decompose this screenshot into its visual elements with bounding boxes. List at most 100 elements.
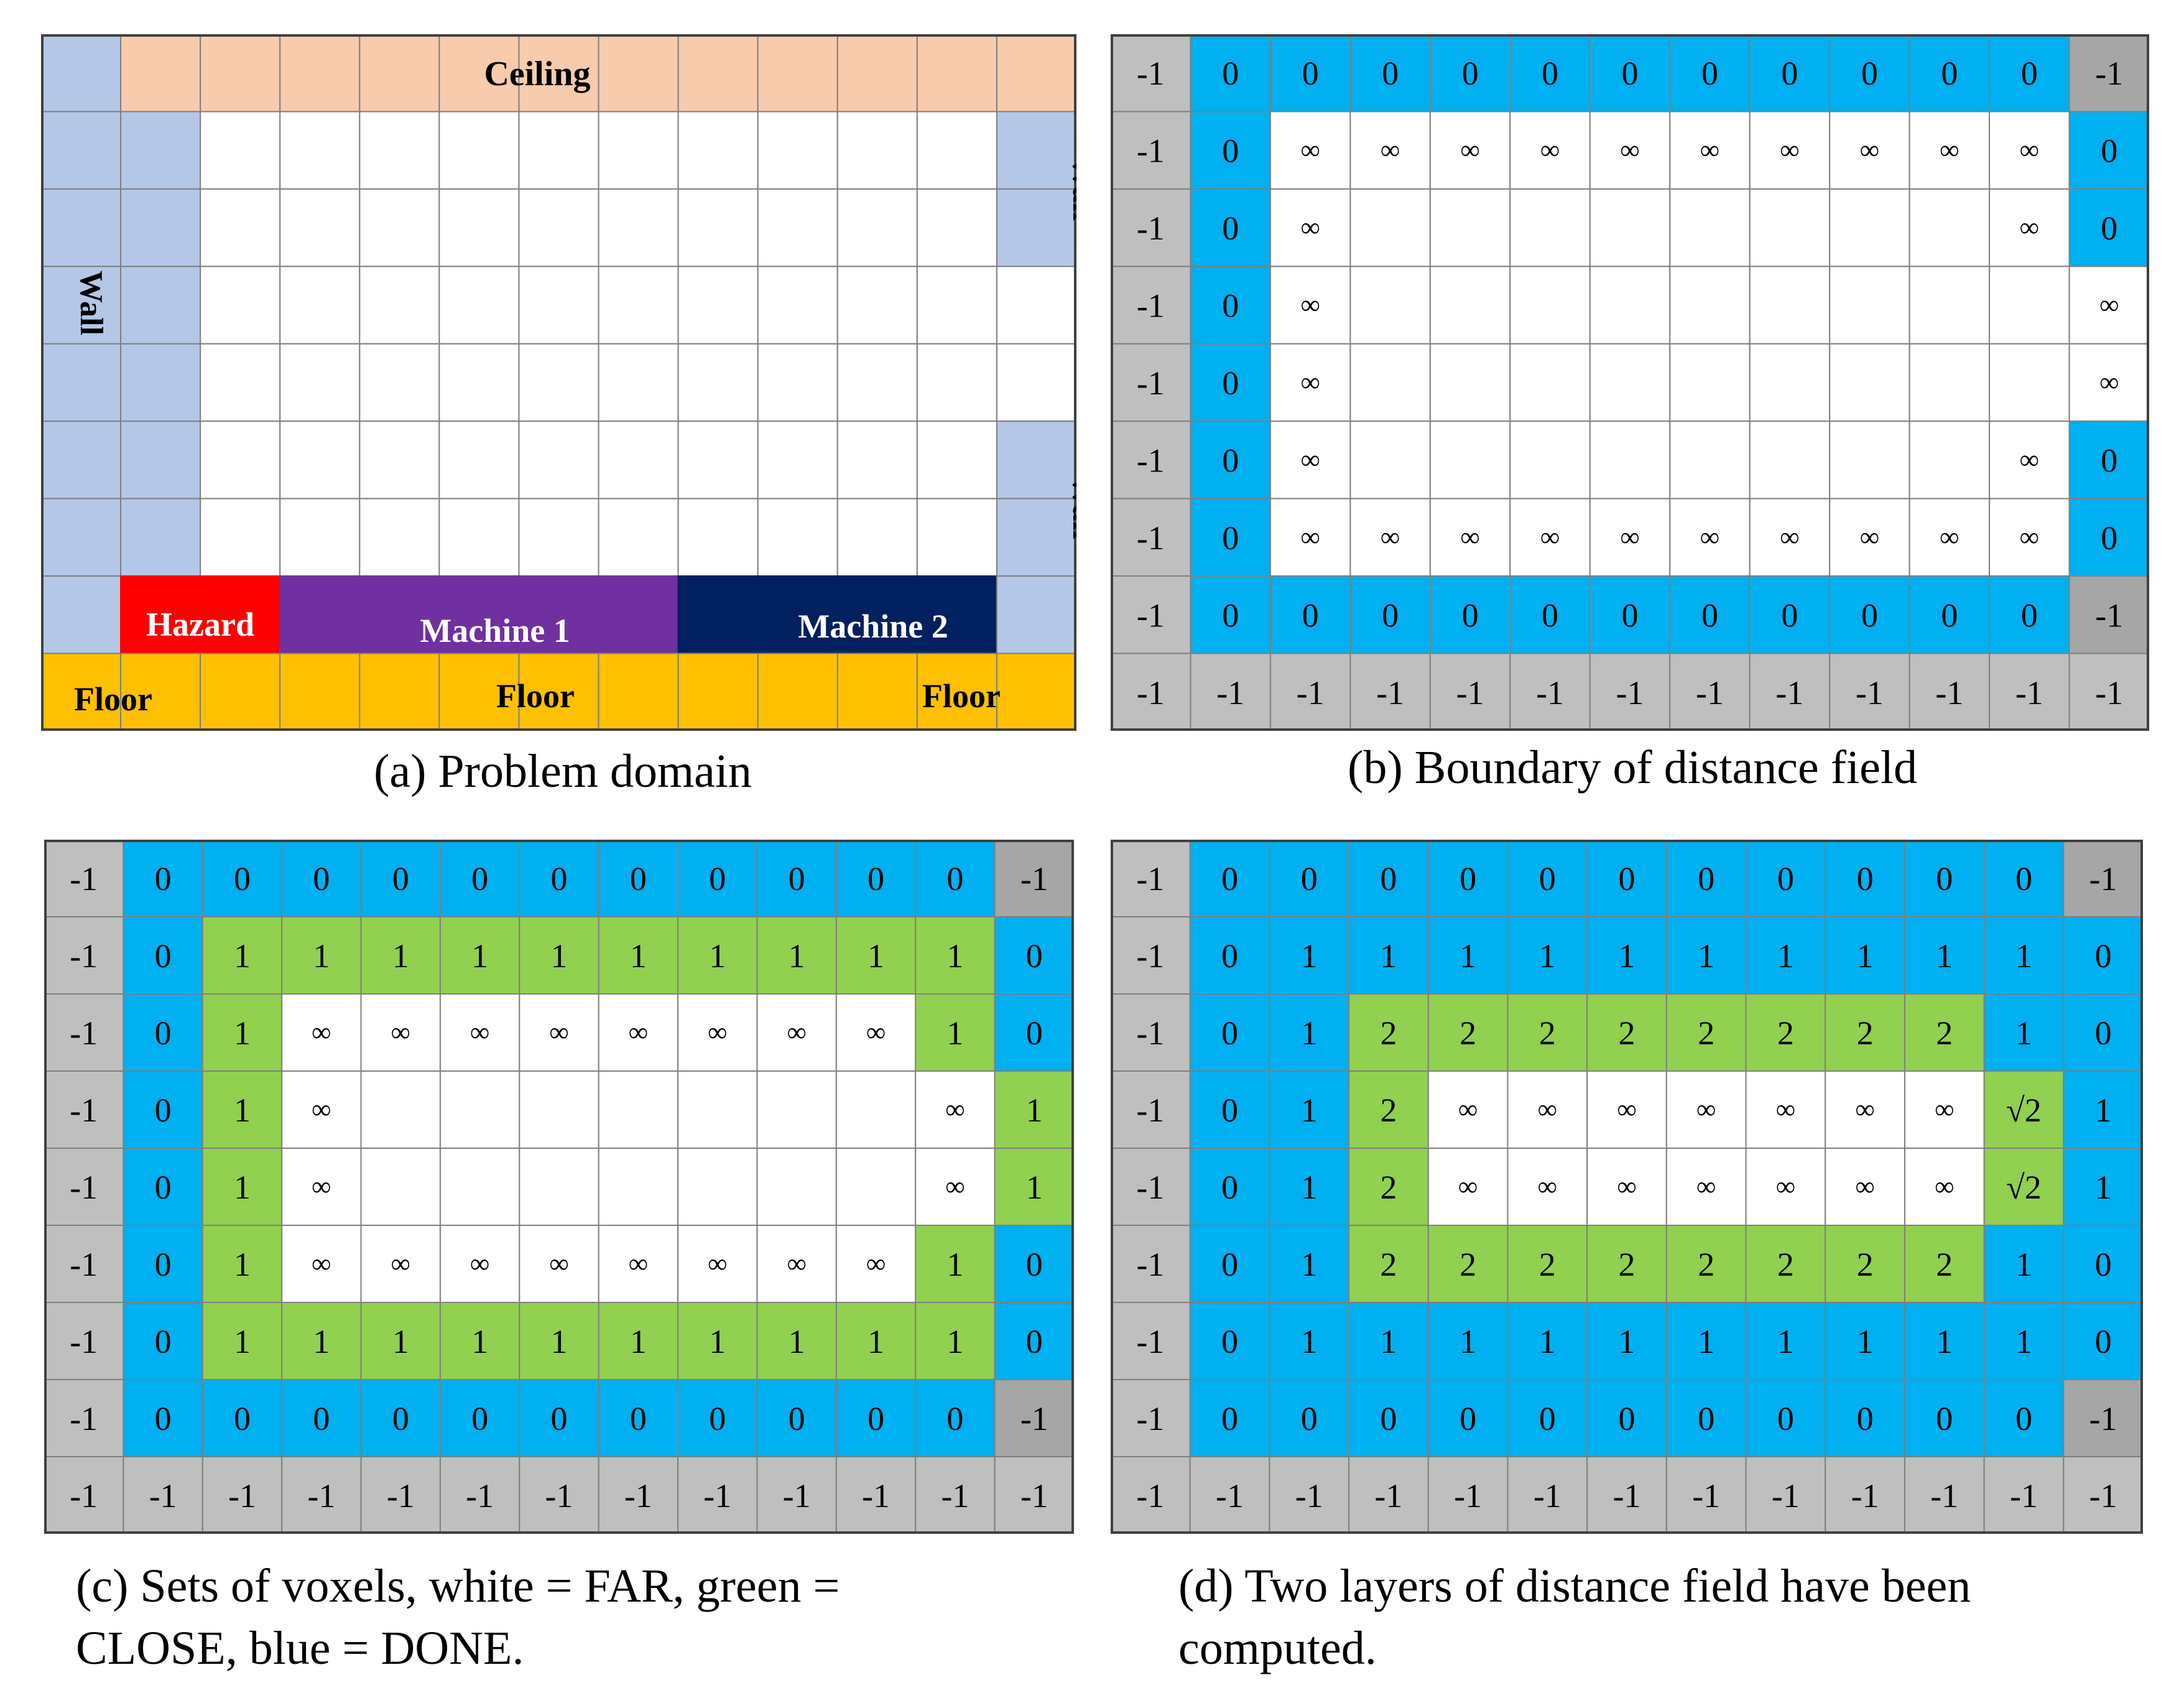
voxel-cell xyxy=(1111,420,1191,499)
domain-cell xyxy=(677,575,759,654)
voxel-value: 0 xyxy=(155,1400,172,1437)
voxel-cell xyxy=(1507,1148,1588,1226)
voxel-cell xyxy=(1825,840,1905,917)
voxel-cell xyxy=(598,916,679,995)
voxel-cell xyxy=(677,1225,758,1303)
voxel-cell xyxy=(1909,498,1991,577)
voxel-cell xyxy=(1586,1225,1667,1303)
voxel-value: -1 xyxy=(228,1477,256,1515)
voxel-value: 1 xyxy=(1301,1014,1318,1052)
voxel-cell xyxy=(360,1225,441,1303)
voxel-cell xyxy=(756,993,837,1072)
voxel-value: 1 xyxy=(1857,937,1874,975)
voxel-value: 2 xyxy=(1698,1014,1714,1052)
voxel-value: ∞ xyxy=(1300,444,1320,475)
voxel-cell xyxy=(1429,575,1511,654)
voxel-value: 0 xyxy=(1619,860,1636,898)
domain-cell xyxy=(359,266,440,345)
hazard-label: Hazard xyxy=(146,606,254,643)
voxel-value: 2 xyxy=(1857,1246,1874,1283)
domain-border xyxy=(41,34,1076,731)
domain-cell xyxy=(836,266,918,345)
voxel-value: 0 xyxy=(155,1323,172,1360)
voxel-cell xyxy=(123,1148,203,1226)
voxel-cell xyxy=(1669,420,1751,499)
domain-cell xyxy=(996,420,1076,499)
voxel-cell xyxy=(1348,1302,1429,1380)
voxel-cell xyxy=(994,1302,1074,1380)
domain-cell xyxy=(120,188,201,267)
voxel-cell xyxy=(598,1070,679,1149)
voxel-cell xyxy=(598,1379,679,1457)
voxel-cell xyxy=(1829,498,1910,577)
voxel-value: ∞ xyxy=(1696,1171,1716,1202)
voxel-value: -1 xyxy=(70,1092,98,1129)
voxel-cell xyxy=(439,993,521,1072)
voxel-cell xyxy=(1665,1070,1747,1149)
voxel-cell xyxy=(1983,993,2065,1072)
domain-cell xyxy=(120,111,201,190)
voxel-value: ∞ xyxy=(1700,135,1719,165)
voxel-value: 0 xyxy=(1462,596,1479,634)
voxel-cell xyxy=(1586,993,1667,1072)
voxel-cell xyxy=(1989,188,2070,267)
voxel-value: ∞ xyxy=(1935,1094,1954,1125)
voxel-cell xyxy=(281,1379,362,1457)
voxel-value: ∞ xyxy=(1300,135,1320,165)
voxel-cell xyxy=(1189,1379,1270,1457)
domain-cell xyxy=(598,575,679,654)
domain-cell xyxy=(996,266,1076,345)
voxel-value: ∞ xyxy=(1776,1171,1795,1202)
voxel-cell xyxy=(1348,916,1429,995)
domain-cell xyxy=(120,266,201,345)
voxel-value: 1 xyxy=(1301,1246,1318,1283)
voxel-cell xyxy=(915,840,996,917)
voxel-cell xyxy=(915,993,996,1072)
voxel-value: 1 xyxy=(789,937,805,975)
voxel-value: 0 xyxy=(1622,55,1639,92)
voxel-cell xyxy=(1983,1456,2065,1534)
voxel-cell xyxy=(1111,1148,1191,1226)
voxel-value: -1 xyxy=(2010,1477,2038,1515)
voxel-value: ∞ xyxy=(1381,135,1400,165)
voxel-cell xyxy=(360,1148,441,1226)
domain-cell xyxy=(279,188,361,267)
domain-cell xyxy=(120,652,201,731)
voxel-value: -1 xyxy=(1297,674,1325,712)
domain-cell xyxy=(518,34,599,113)
voxel-cell xyxy=(1983,916,2065,995)
voxel-cell xyxy=(1904,916,1985,995)
voxel-cell xyxy=(1586,1456,1667,1534)
voxel-cell xyxy=(835,993,917,1072)
voxel-cell xyxy=(2063,1225,2143,1303)
voxel-value: -1 xyxy=(1137,210,1165,247)
voxel-value: 0 xyxy=(155,937,172,975)
voxel-value: -1 xyxy=(70,1246,98,1283)
domain-cell xyxy=(359,111,440,190)
voxel-value: 0 xyxy=(1781,55,1798,92)
domain-cell xyxy=(359,34,440,113)
voxel-cell xyxy=(1509,498,1591,577)
voxel-cell xyxy=(1983,840,2065,917)
panel-d-caption-line1: (d) Two layers of distance field have be… xyxy=(1178,1560,1971,1612)
voxel-cell xyxy=(1349,188,1431,267)
voxel-cell xyxy=(1665,916,1747,995)
voxel-cell xyxy=(1904,1302,1985,1380)
voxel-value: 1 xyxy=(392,1323,409,1360)
voxel-cell xyxy=(1509,188,1591,267)
voxel-cell xyxy=(835,840,917,917)
domain-cell xyxy=(757,652,838,731)
voxel-value: 1 xyxy=(234,1014,251,1052)
voxel-cell xyxy=(439,1379,521,1457)
voxel-value: 0 xyxy=(1936,1400,1953,1437)
voxel-cell xyxy=(1427,1148,1509,1226)
voxel-cell xyxy=(519,1148,599,1226)
domain-cell xyxy=(836,34,918,113)
voxel-value: 2 xyxy=(1539,1014,1556,1052)
voxel-cell xyxy=(1429,343,1511,422)
voxel-value: 1 xyxy=(946,937,963,975)
wall-right-bottom-label: Wall xyxy=(1066,475,1076,539)
voxel-value: 0 xyxy=(1221,1092,1238,1129)
domain-cell xyxy=(916,266,997,345)
voxel-value: 1 xyxy=(1619,937,1636,975)
